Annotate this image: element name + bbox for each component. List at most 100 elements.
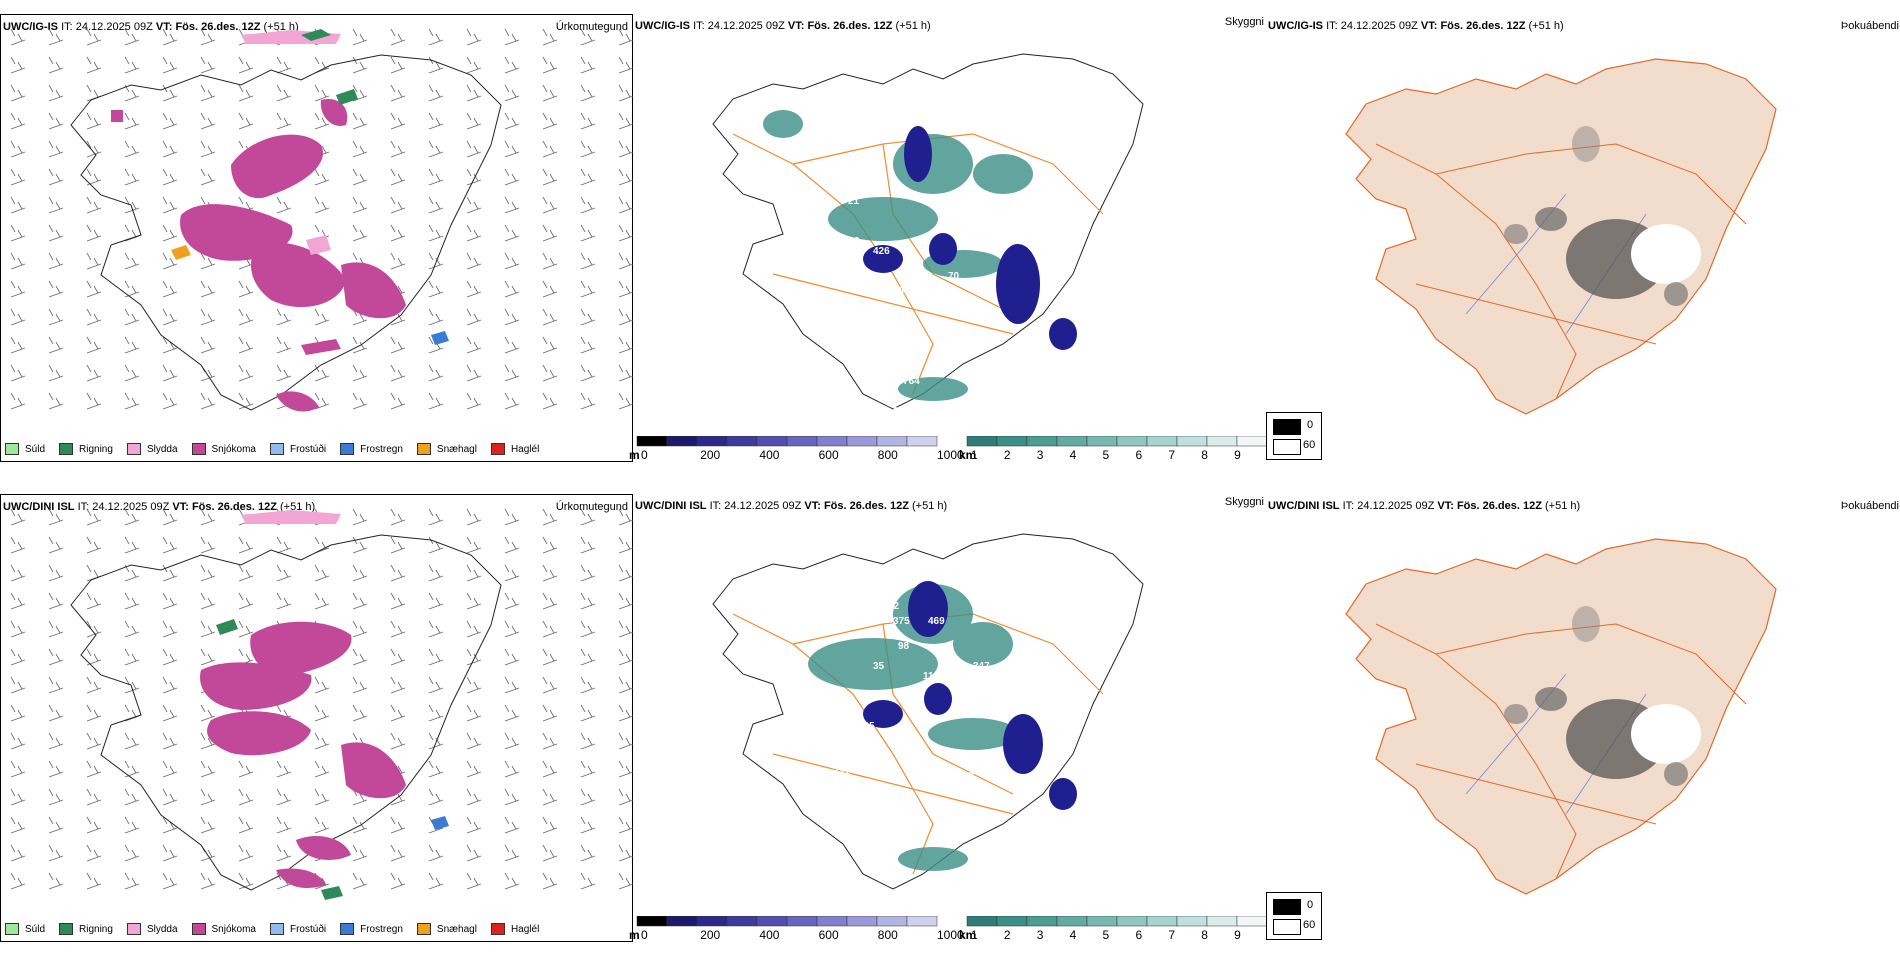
visibility-value-label: 149 [818,776,835,787]
wind-barb [618,196,634,214]
visibility-panel-row2: UWC/DINI ISL IT: 24.12.2025 09Z VT: Fös.… [629,494,1280,959]
wind-barb [352,112,368,130]
legend-label: Haglél [510,443,540,455]
wind-barb [542,308,558,326]
wind-barb [276,536,292,554]
visibility-value-label: 42 [888,601,900,612]
wind-barb [390,732,406,750]
wind-barb [10,252,26,270]
colorbar-segment [1026,435,1058,447]
wind-barb [504,676,520,694]
wind-barb [124,648,140,666]
wind-barb [352,564,368,582]
wind-barb [86,508,102,526]
panel-title: Úrkomutegund [555,21,628,33]
wind-barb [314,732,330,750]
visibility-value-label: 105 [838,268,855,279]
wind-barb [466,508,482,526]
colorbar-tick: 1000 [937,928,964,942]
wind-barb [200,732,216,750]
colorbar-segment [666,915,698,927]
wind-barb [10,620,26,638]
visibility-value-label: 145 [948,321,965,332]
wind-barb [352,704,368,722]
wind-barb [428,788,444,806]
visibility-value-label: 764 [903,376,920,387]
wind-barb [390,704,406,722]
wind-barb [580,168,596,186]
legend-item: Frostúði [269,923,326,935]
wind-barb [580,704,596,722]
wind-barb [200,760,216,778]
wind-barb [124,280,140,298]
legend-item: Frostregn [340,443,403,455]
wind-barb [390,28,406,46]
wind-barb [618,564,634,582]
wind-barb [504,788,520,806]
wind-barb [466,252,482,270]
wind-barb [48,704,64,722]
colorbar-segment [1146,435,1178,447]
precip-type-panel-row1: UWC/IG-IS IT: 24.12.2025 09Z VT: Fös. 26… [0,14,634,462]
legend-label: Súld [25,443,46,455]
legend-label: Rigning [79,443,113,455]
wind-barb [124,196,140,214]
wind-barb [48,168,64,186]
wind-barb [238,872,254,890]
wind-barb [48,564,64,582]
colorbar-segment [726,435,758,447]
colorbar-unit: m [629,928,640,942]
legend-item: Haglél [490,923,539,935]
colorbar-tick: 2 [1003,928,1011,942]
wind-barb [580,620,596,638]
visibility-colorbar: km12345678910 [959,435,1280,462]
visibility-value-label: 964 [833,711,850,722]
panel-title: Úrkomutegund [555,501,628,513]
colorbar-segment [636,915,668,927]
wind-barb [428,760,444,778]
visibility-value-label: 70 [948,271,960,282]
wind-barb [352,592,368,610]
visibility-value-label: 54 [903,264,915,275]
visibility-value-label: 16 [978,791,990,802]
wind-barb [504,564,520,582]
wind-barb [314,112,330,130]
colorbar-segment [1026,915,1058,927]
legend-item: Snæhagl [416,443,477,455]
colorbar-tick: 200 [700,928,721,942]
wind-barb [618,620,634,638]
visibility-value-label: 52 [813,271,825,282]
visibility-value-label: 91 [915,401,927,412]
wind-barb [618,112,634,130]
wind-barb [124,140,140,158]
wind-barb [124,28,140,46]
wind-barb [580,224,596,242]
visibility-value-label: 99 [963,771,975,782]
wind-barb [466,336,482,354]
panel-header: UWC/DINI ISL IT: 24.12.2025 09Z VT: Fös.… [635,500,948,512]
wind-barb [48,732,64,750]
wind-barb [162,56,178,74]
wind-barb [86,844,102,862]
visibility-value-label: 401 [1003,596,1020,607]
wind-barb [10,732,26,750]
visibility-value-label: 67 [823,746,835,757]
wind-barb [390,140,406,158]
visibility-value-label: 44 [893,731,905,742]
wind-barb [10,336,26,354]
wind-barb [390,536,406,554]
wind-barb [618,536,634,554]
wind-barb [504,704,520,722]
wind-barb [618,336,634,354]
wind-barb [10,564,26,582]
wind-barb [466,760,482,778]
wind-barb [618,676,634,694]
legend-label: Snæhagl [436,923,477,935]
legend-item: Rigning [59,923,113,935]
wind-barb [618,592,634,610]
wind-barb [162,648,178,666]
visibility-value-label: 375 [893,616,910,627]
cloud-base-colorbar: m 0 200 400 600 800 1000 [629,915,964,942]
legend-item: Frostregn [340,923,403,935]
wind-barb [86,816,102,834]
